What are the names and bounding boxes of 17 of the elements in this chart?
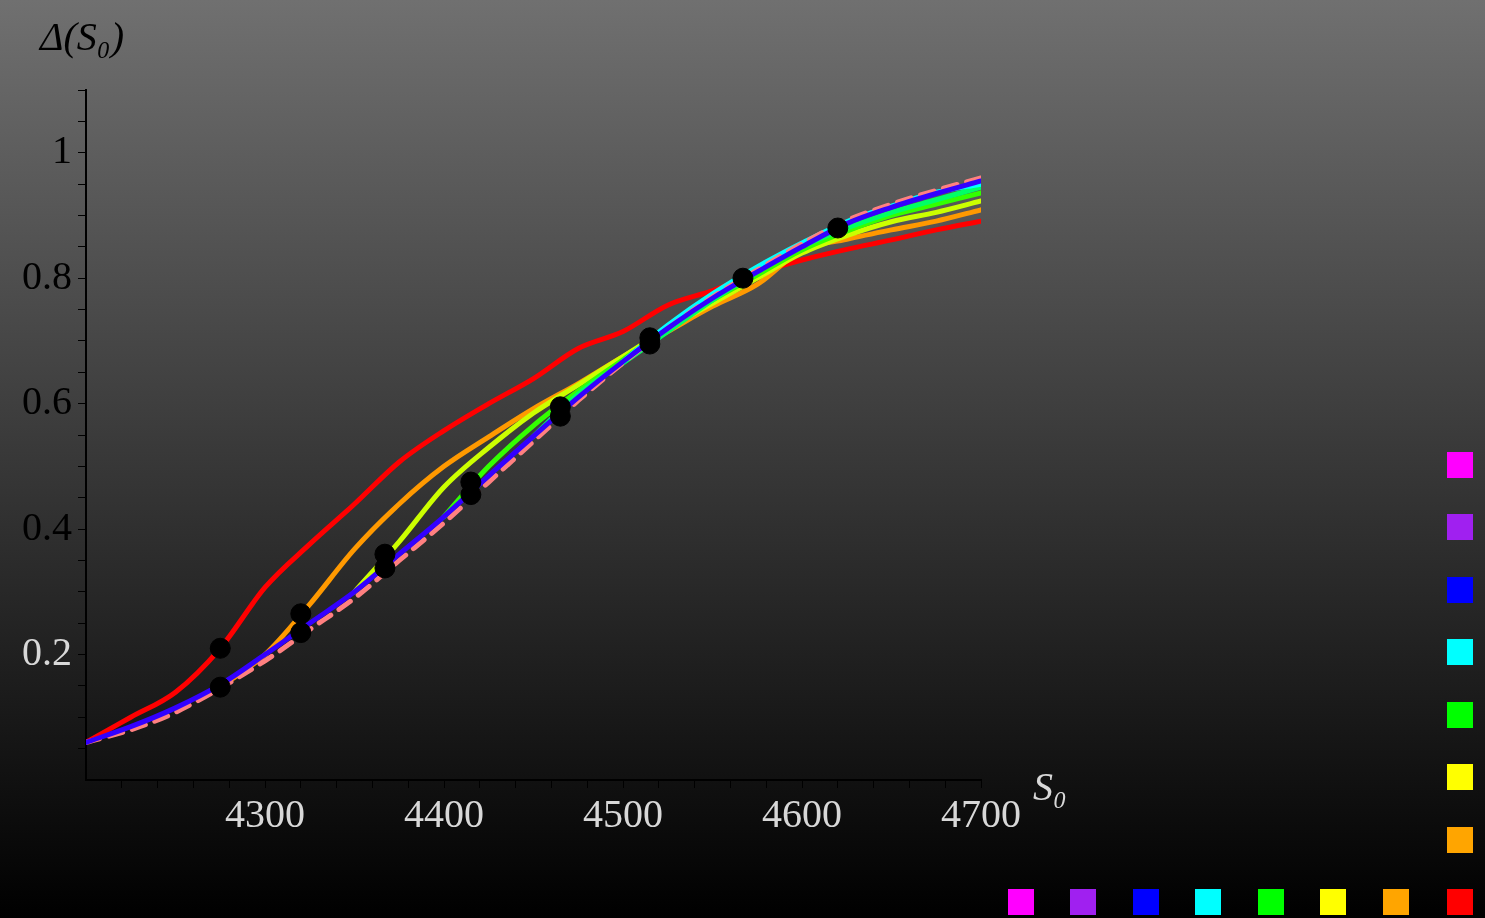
y-tick-label: 1 <box>52 127 72 173</box>
y-tick-label: 0.6 <box>22 378 72 424</box>
y-tick-label: 0.8 <box>22 252 72 298</box>
point <box>732 267 754 289</box>
x-tick-label: 4300 <box>225 790 305 836</box>
point <box>827 217 849 239</box>
point <box>209 676 231 698</box>
point <box>290 622 312 644</box>
point <box>290 603 312 625</box>
point <box>209 637 231 659</box>
y-axis-title: Δ(S₀) <box>38 14 125 59</box>
x-tick-label: 4500 <box>583 790 663 836</box>
x-tick-label: 4400 <box>404 790 484 836</box>
y-tick-label: 0.2 <box>22 629 72 675</box>
x-tick-label: 4700 <box>941 790 1021 836</box>
x-axis-title: S₀ <box>1033 764 1067 809</box>
x-tick-label: 4600 <box>762 790 842 836</box>
